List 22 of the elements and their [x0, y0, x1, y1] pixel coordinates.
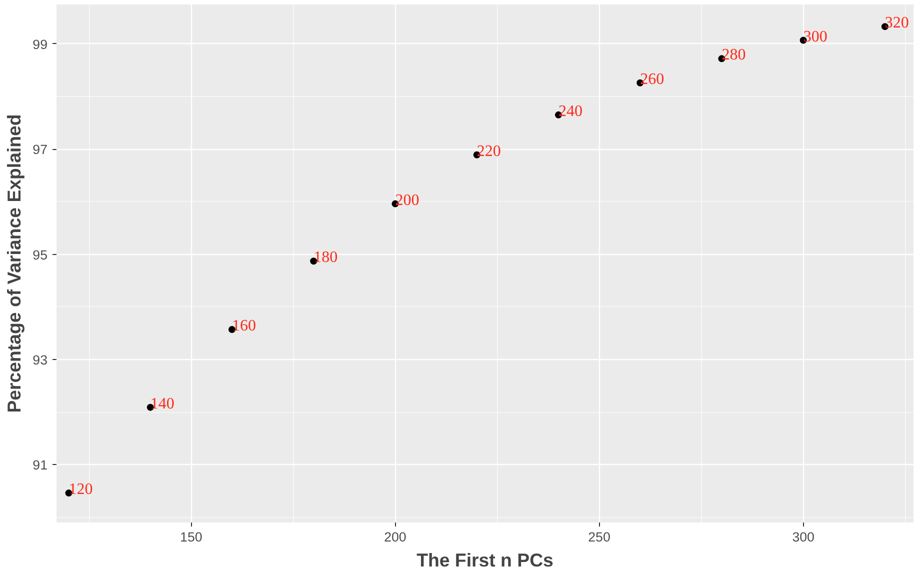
annotation: 180: [314, 249, 338, 266]
annotation: 220: [476, 142, 501, 160]
y-tick-label: 99: [32, 36, 48, 52]
y-tick-label: 95: [32, 247, 48, 262]
annotation: 280: [722, 46, 746, 64]
annotation: 240: [558, 102, 582, 120]
x-tick-label: 300: [792, 530, 814, 544]
annotation: 120: [68, 481, 93, 498]
x-tick-label: 250: [588, 530, 610, 544]
x-tick-label: 150: [180, 530, 202, 544]
annotation: 260: [640, 70, 664, 88]
annotation: 140: [150, 395, 174, 412]
y-tick-label: 97: [32, 142, 48, 158]
y-tick-label: 91: [32, 458, 48, 473]
x-axis-title: The First n PCs: [416, 550, 554, 570]
annotation: 300: [803, 28, 828, 46]
annotation: 320: [884, 14, 909, 32]
y-tick-label: 93: [32, 352, 48, 368]
y-axis-title: Percentage of Variance Explained: [4, 114, 25, 413]
x-tick-label: 200: [384, 530, 406, 544]
annotation: 200: [395, 192, 420, 209]
annotation: 160: [232, 318, 256, 334]
